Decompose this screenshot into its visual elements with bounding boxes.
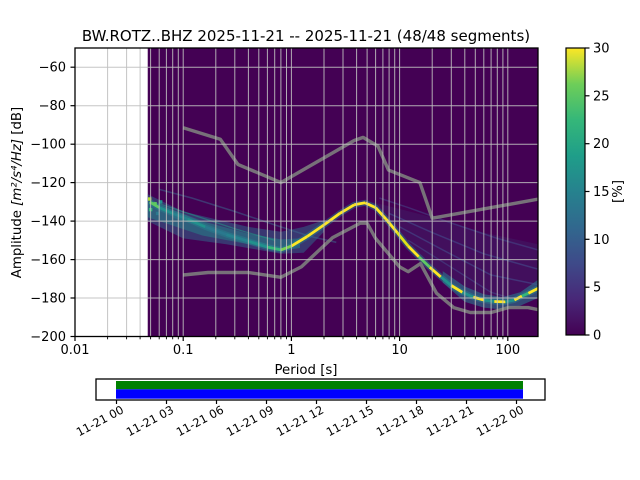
left-band-core	[147, 199, 300, 251]
y-tick-label: −180	[30, 292, 66, 307]
y-tick-label: −160	[30, 253, 66, 268]
colorbar-tick-label: 15	[593, 185, 610, 200]
y-tick-label: −100	[30, 138, 66, 153]
psd-streak	[407, 239, 517, 301]
ridge-segment	[172, 212, 189, 221]
colorbar-tick-label: 5	[593, 281, 601, 296]
colorbar-tick-label: 20	[593, 137, 610, 152]
axes-border	[74, 47, 539, 338]
x-tick-label: 100	[495, 343, 520, 358]
ridge-segment	[505, 298, 515, 304]
y-tick-label: −80	[39, 99, 66, 114]
y-axis-label-pre: Amplitude	[10, 206, 25, 278]
colorbar-tick-label: 25	[593, 89, 610, 104]
figure-title: BW.ROTZ..BHZ 2025-11-21 -- 2025-11-21 (4…	[82, 27, 530, 45]
y-axis-label: Amplitude [m²/s⁴/Hz] [dB]	[10, 107, 25, 278]
plot-frame-and-ticks: 0.01 0.1 1 10 100 −60 −80 −100 −120 −140 −160 −180 −…	[30, 47, 539, 358]
timeline-tick-label: 11-21 12	[274, 403, 326, 440]
y-axis-label-math: [m²/s⁴/Hz]	[10, 139, 25, 206]
colorbar-tick-label: 10	[593, 233, 610, 248]
high-probability-cell	[159, 200, 163, 204]
x-tick-label: 1	[287, 343, 295, 358]
ridge-segment	[290, 235, 308, 248]
x-axis-label: Period [s]	[275, 363, 338, 378]
timeline-tick-label: 11-21 00	[74, 403, 126, 440]
psd-streak	[399, 226, 538, 286]
colorbar-tick-label: 30	[593, 42, 610, 57]
ridge-segment	[417, 255, 431, 269]
ridge-segment	[428, 266, 442, 278]
x-tick-label: 0.01	[61, 343, 90, 358]
ridge-segment	[450, 284, 464, 294]
timeline-tick-label: 11-21 03	[124, 403, 176, 440]
x-tick-label: 10	[391, 343, 408, 358]
nhnm-noise-model-line	[182, 126, 538, 220]
timeline-data-bar	[116, 389, 523, 399]
y-tick-label: −60	[39, 61, 66, 76]
timeline-tick-label: 11-21 15	[324, 403, 376, 440]
y-axis-label-unit: [dB]	[10, 107, 25, 139]
plot-gridlines	[75, 48, 538, 337]
timeline-tick-label: 11-22 00	[474, 403, 526, 440]
colorbar-label: [%]	[611, 180, 626, 203]
colorbar-gradient	[566, 48, 585, 335]
ridge-segment	[374, 206, 388, 221]
psd-streak	[388, 212, 538, 270]
ridge-segment	[483, 298, 495, 303]
y-tick-label: −200	[30, 330, 66, 345]
y-tick-label: −120	[30, 176, 66, 191]
ridge-segment	[247, 239, 268, 249]
ridge-segment	[527, 287, 538, 295]
left-band	[147, 194, 324, 254]
colorbar: 0 5 10 15 20 25 30	[565, 42, 610, 344]
ridge-segment	[396, 231, 410, 247]
ridge-segment	[521, 291, 529, 298]
ridge-segment	[323, 212, 341, 227]
timeline-tick-label: 11-21 06	[174, 403, 226, 440]
ridge-segment	[353, 201, 366, 207]
high-probability-cell	[155, 211, 160, 216]
ridge-segment	[306, 223, 325, 238]
y-tick-label: −140	[30, 215, 66, 230]
timeline-tick-label: 11-21 21	[424, 403, 476, 440]
ridge-segment	[461, 291, 474, 299]
colorbar-tick-label: 0	[593, 329, 601, 344]
ridge-segment	[439, 275, 453, 287]
timeline-tick-label: 11-21 18	[374, 403, 426, 440]
ridge-segment	[267, 245, 282, 252]
psd-streak	[158, 188, 337, 244]
high-probability-cell	[148, 197, 152, 201]
ridge-segment	[407, 245, 420, 258]
ridge-segment	[225, 233, 249, 243]
right-fan	[371, 201, 538, 302]
high-probability-cell	[153, 202, 157, 206]
x-tick-label: 0.1	[173, 343, 194, 358]
timeline-used-bar	[116, 381, 523, 390]
ridge-segment	[187, 217, 206, 229]
ridge-segment	[339, 203, 355, 215]
timeline-tick-label: 11-21 09	[224, 403, 276, 440]
